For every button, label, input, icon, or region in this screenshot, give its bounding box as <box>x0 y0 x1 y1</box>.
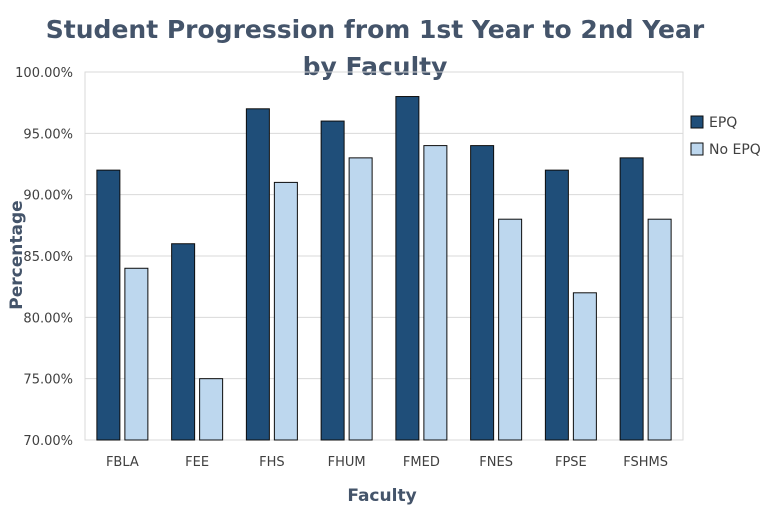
bar-fmed-no-epq <box>423 145 448 441</box>
bar-fpse-no-epq <box>572 292 597 441</box>
bars <box>96 96 672 441</box>
bar-fshms-epq <box>619 157 644 441</box>
bar-fbla-epq <box>96 169 121 441</box>
y-tick-label: 70.00% <box>23 434 73 449</box>
bar-fbla-no-epq <box>124 267 149 441</box>
chart-title-line-1: Student Progression from 1st Year to 2nd… <box>46 15 705 44</box>
bar-fmed-epq <box>395 96 420 441</box>
legend-label: EPQ <box>709 115 737 131</box>
x-tick-label: FPSE <box>555 455 587 470</box>
x-axis-ticks: FBLA FEE FHS FHUM FMED FNES FPSE FSHMS <box>106 455 668 470</box>
y-tick-label: 80.00% <box>23 311 73 326</box>
y-axis-title: Percentage <box>7 200 27 309</box>
x-tick-label: FBLA <box>106 455 139 470</box>
bar-fpse-epq <box>544 169 569 441</box>
bar-fshms-no-epq <box>647 218 672 441</box>
plot-area <box>84 71 684 441</box>
bar-fnes-no-epq <box>498 218 523 441</box>
x-tick-label: FHS <box>259 455 285 470</box>
legend-swatch <box>690 115 704 129</box>
legend-label: No EPQ <box>709 142 761 158</box>
y-tick-label: 100.00% <box>15 66 73 81</box>
x-tick-label: FHUM <box>328 455 366 470</box>
legend: EPQ No EPQ <box>690 115 761 158</box>
bar-fhs-no-epq <box>273 181 298 441</box>
bar-fhum-epq <box>320 120 345 441</box>
x-tick-label: FMED <box>403 455 440 470</box>
bar-fnes-epq <box>470 145 495 441</box>
x-tick-label: FEE <box>185 455 209 470</box>
chart-title-line-2: by Faculty <box>303 52 448 81</box>
y-tick-label: 95.00% <box>23 127 73 142</box>
y-tick-label: 75.00% <box>23 373 73 388</box>
x-axis-title: Faculty <box>347 486 416 506</box>
legend-swatch <box>690 142 704 156</box>
bar-fee-epq <box>171 243 196 441</box>
bar-fhum-no-epq <box>348 157 373 441</box>
bar-fee-no-epq <box>199 378 224 441</box>
x-tick-label: FSHMS <box>623 455 668 470</box>
y-tick-label: 90.00% <box>23 189 73 204</box>
y-tick-label: 85.00% <box>23 250 73 265</box>
x-tick-label: FNES <box>479 455 513 470</box>
bar-fhs-epq <box>245 108 270 441</box>
y-axis-ticks: 70.00% 75.00% 80.00% 85.00% 90.00% 95.00% 100.… <box>15 66 73 449</box>
